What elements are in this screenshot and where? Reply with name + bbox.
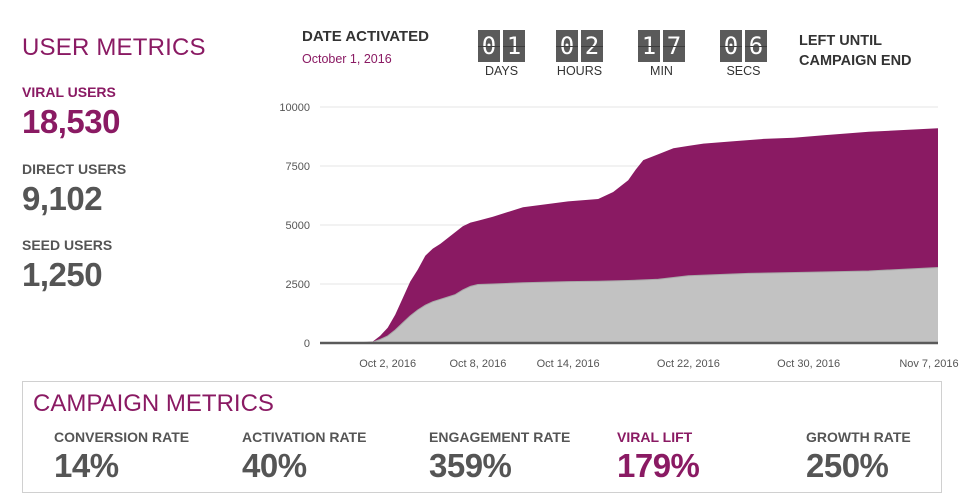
countdown-digit: 0 <box>556 30 578 62</box>
metric-label: CONVERSION RATE <box>54 429 190 445</box>
viral-lift-metric: VIRAL LIFT 179% <box>617 429 700 485</box>
countdown-digit: 6 <box>745 30 767 62</box>
countdown-hours: 0 2 HOURS <box>556 30 603 78</box>
y-tick-label: 2500 <box>286 279 310 291</box>
engagement-rate-metric: ENGAGEMENT RATE 359% <box>429 429 570 485</box>
metric-value: 179% <box>617 447 700 484</box>
metric-value: 359% <box>429 447 512 484</box>
countdown-days: 0 1 DAYS <box>478 30 525 78</box>
countdown-digit: 7 <box>663 30 685 62</box>
metric-value: 40% <box>242 447 307 484</box>
direct-users-label: DIRECT USERS <box>22 161 127 177</box>
direct-users-value: 9,102 <box>22 180 103 217</box>
metric-label: ACTIVATION RATE <box>242 429 367 445</box>
direct-users-line <box>319 267 939 344</box>
left-until-line2: CAMPAIGN END <box>799 53 912 69</box>
x-tick-label: Oct 2, 2016 <box>359 358 416 370</box>
countdown-digit: 0 <box>720 30 742 62</box>
countdown-digit: 1 <box>638 30 660 62</box>
x-tick-label: Nov 7, 2016 <box>899 358 958 370</box>
x-tick-label: Oct 30, 2016 <box>777 358 840 370</box>
y-tick-label: 10000 <box>279 102 310 114</box>
viral-users-value: 18,530 <box>22 103 120 140</box>
date-activated-value: October 1, 2016 <box>302 52 392 66</box>
x-tick-label: Oct 8, 2016 <box>449 358 506 370</box>
countdown-digit: 0 <box>478 30 500 62</box>
activation-rate-metric: ACTIVATION RATE 40% <box>242 429 366 485</box>
seed-users-value: 1,250 <box>22 256 103 293</box>
countdown-unit-hours: HOURS <box>556 64 603 78</box>
viral-users-label: VIRAL USERS <box>22 84 116 100</box>
left-until-label: LEFT UNTIL CAMPAIGN END <box>799 31 912 71</box>
y-tick-label: 5000 <box>286 220 310 232</box>
countdown-unit-secs: SECS <box>726 64 761 78</box>
x-tick-label: Oct 14, 2016 <box>537 358 600 370</box>
conversion-rate-metric: CONVERSION RATE 14% <box>54 429 189 485</box>
x-tick-label: Oct 22, 2016 <box>657 358 720 370</box>
y-tick-label: 7500 <box>286 161 310 173</box>
seed-users-label: SEED USERS <box>22 237 113 253</box>
left-until-line1: LEFT UNTIL <box>799 33 882 49</box>
campaign-metrics-panel: CAMPAIGN METRICS CONVERSION RATE 14% ACT… <box>22 381 942 493</box>
campaign-metrics-title: CAMPAIGN METRICS <box>33 390 274 417</box>
metric-value: 250% <box>806 447 889 484</box>
countdown-digit: 1 <box>503 30 525 62</box>
metric-value: 14% <box>54 447 119 484</box>
countdown-secs: 0 6 SECS <box>720 30 767 78</box>
countdown-min: 1 7 MIN <box>638 30 685 78</box>
metric-label: VIRAL LIFT <box>617 429 693 445</box>
countdown-unit-min: MIN <box>650 64 673 78</box>
direct-users-area <box>320 267 938 343</box>
user-metrics-title: USER METRICS <box>22 34 206 61</box>
date-activated-label: DATE ACTIVATED <box>302 28 429 45</box>
growth-rate-metric: GROWTH RATE 250% <box>806 429 911 485</box>
user-growth-chart: 0 2500 5000 7500 10000 Oct 2, 2016 Oct 8, 2016… <box>279 102 958 370</box>
y-tick-label: 0 <box>304 338 310 350</box>
countdown-unit-days: DAYS <box>484 64 519 78</box>
metric-label: ENGAGEMENT RATE <box>429 429 571 445</box>
metric-label: GROWTH RATE <box>806 429 911 445</box>
countdown-digit: 2 <box>581 30 603 62</box>
